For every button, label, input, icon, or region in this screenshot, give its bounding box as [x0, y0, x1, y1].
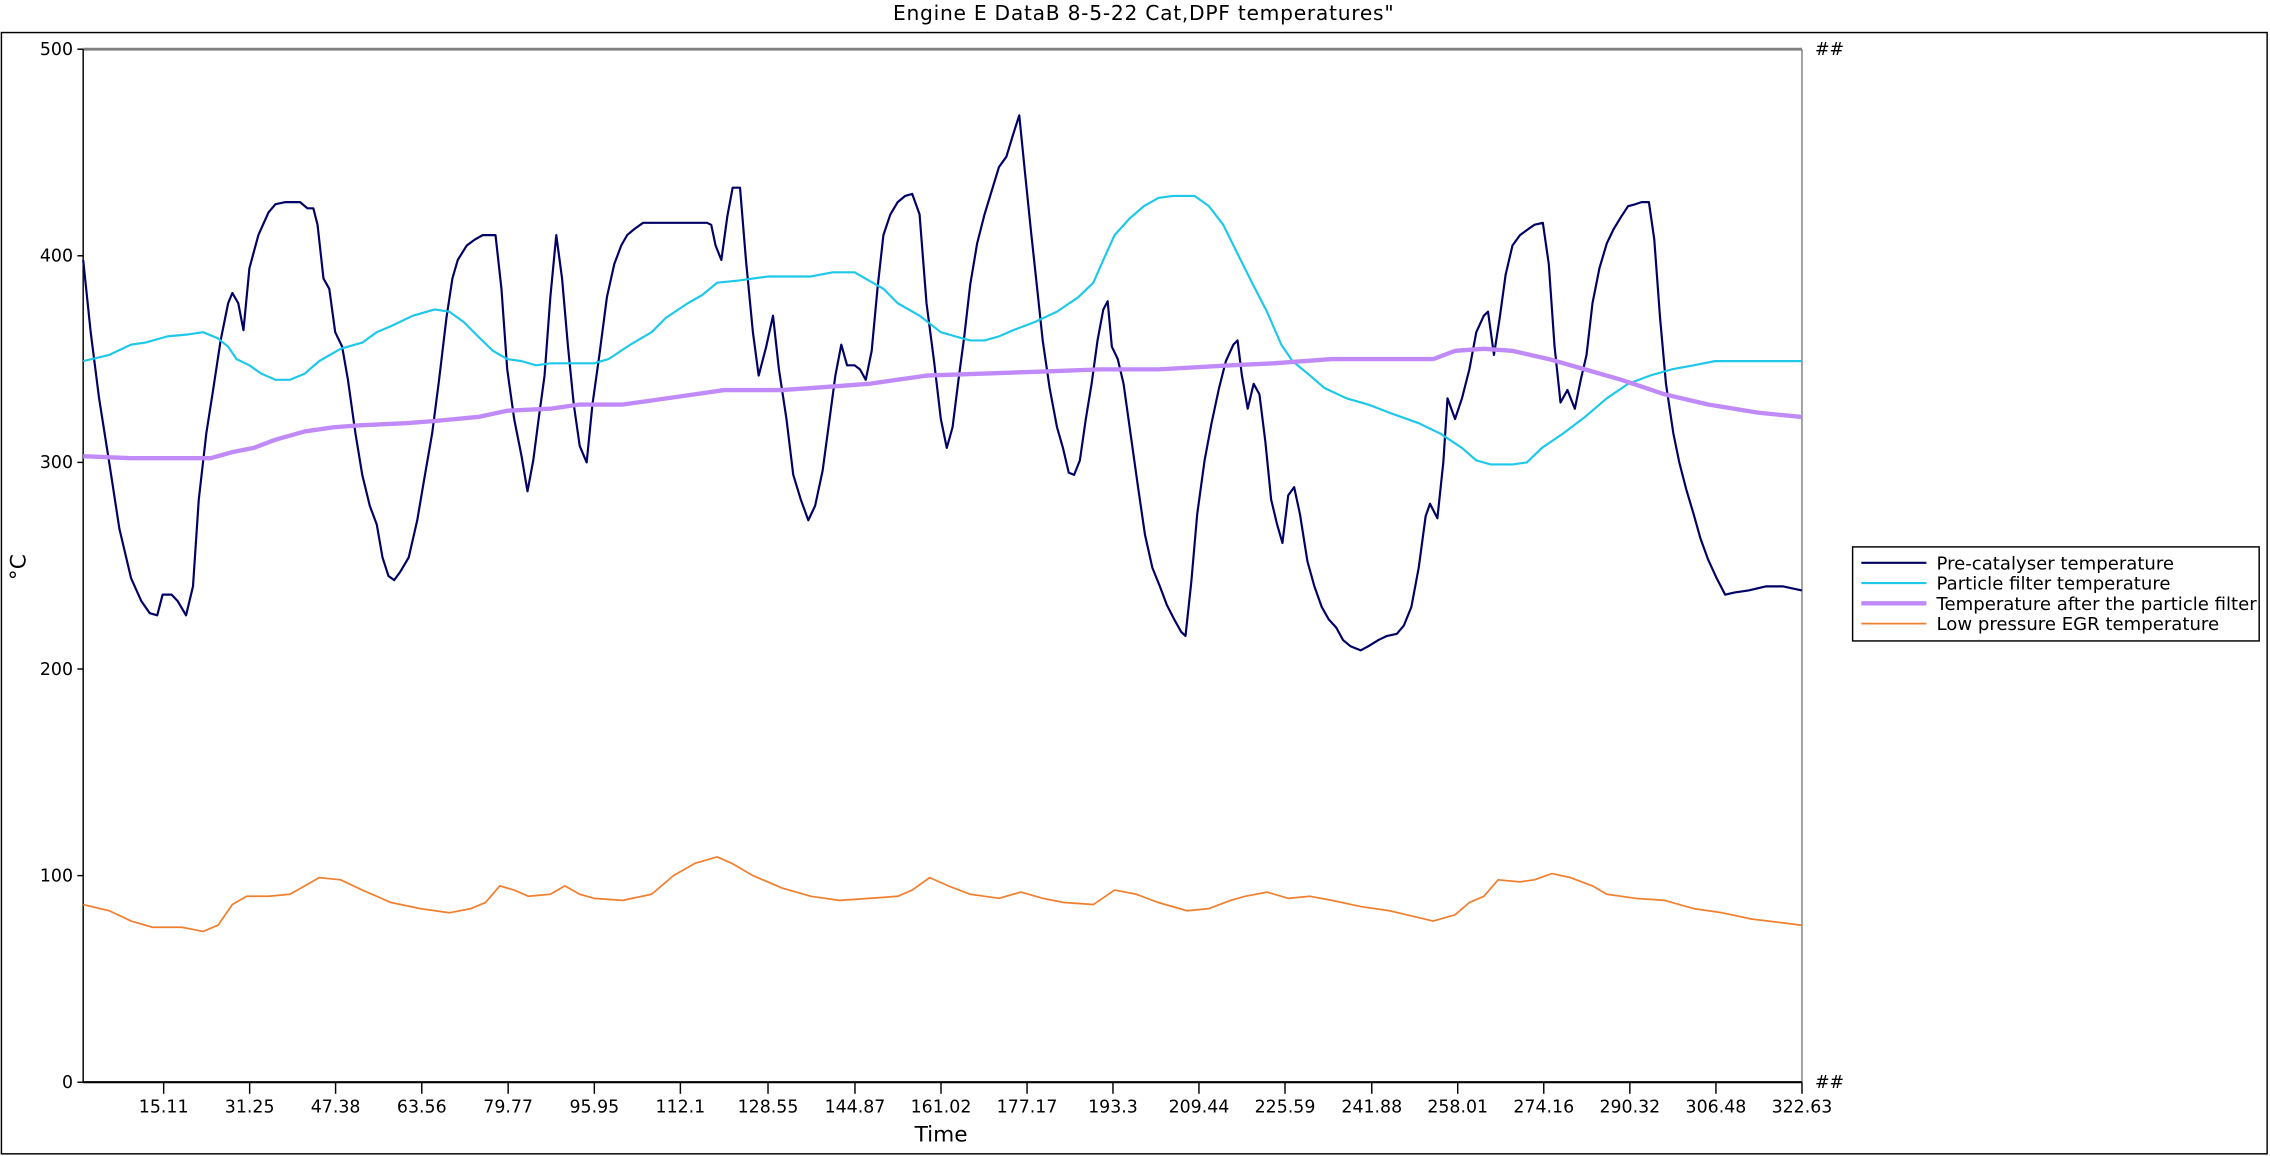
x-tick-label: 128.55 — [738, 1098, 799, 1118]
chart-title: Engine E DataB 8-5-22 Cat,DPF temperatur… — [893, 1, 1394, 25]
x-tick-label: 63.56 — [397, 1098, 447, 1118]
y-tick-label: 300 — [40, 453, 73, 473]
x-tick-label: 112.1 — [656, 1098, 706, 1118]
y-tick-label: 100 — [40, 866, 73, 886]
x-tick-label: 15.11 — [139, 1098, 189, 1118]
legend-label: Particle filter temperature — [1937, 574, 2171, 595]
x-tick-label: 209.44 — [1169, 1098, 1230, 1118]
series-line-0 — [82, 114, 1803, 652]
x-tick-label: 31.25 — [225, 1098, 275, 1118]
series-line-1 — [82, 194, 1802, 466]
legend-label: Pre-catalyser temperature — [1937, 553, 2175, 574]
y-tick-label: 0 — [62, 1073, 73, 1093]
x-tick-label: 161.02 — [911, 1098, 972, 1118]
x-tick-label: 144.87 — [825, 1098, 886, 1118]
chart-frame — [0, 31, 2268, 1155]
x-tick-label: 95.95 — [569, 1098, 619, 1118]
y-tick-label: 400 — [40, 247, 73, 267]
series-line-3 — [82, 856, 1802, 933]
x-tick-label: 306.48 — [1686, 1098, 1747, 1118]
right-axis-label-top: ## — [1815, 40, 1844, 60]
x-tick-label: 79.77 — [483, 1098, 533, 1118]
x-tick-label: 193.3 — [1088, 1098, 1138, 1118]
series-line-2 — [83, 346, 1803, 461]
x-axis-label: Time — [914, 1123, 968, 1148]
x-tick-label: 241.88 — [1341, 1098, 1402, 1118]
x-tick-label: 47.38 — [311, 1098, 361, 1118]
y-axis-label: °C — [6, 554, 31, 580]
x-tick-label: 258.01 — [1427, 1098, 1488, 1118]
right-axis-label-bottom: ## — [1815, 1073, 1844, 1093]
x-tick-label: 274.16 — [1513, 1098, 1574, 1118]
x-tick-label: 322.63 — [1772, 1098, 1833, 1118]
x-tick-label: 290.32 — [1599, 1098, 1660, 1118]
legend-label: Temperature after the particle filter — [1936, 594, 2258, 615]
x-tick-label: 177.17 — [997, 1098, 1058, 1118]
legend-label: Low pressure EGR temperature — [1937, 614, 2220, 635]
x-tick-label: 225.59 — [1255, 1098, 1316, 1118]
y-tick-label: 200 — [40, 660, 73, 680]
y-tick-label: 500 — [40, 40, 73, 60]
